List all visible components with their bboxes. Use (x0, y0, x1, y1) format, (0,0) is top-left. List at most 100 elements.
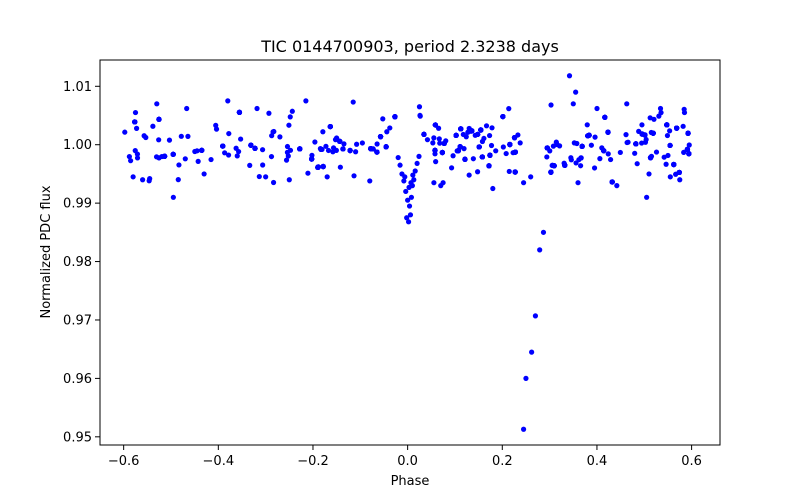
data-point (397, 162, 403, 168)
data-point (175, 177, 181, 183)
data-point (130, 174, 136, 180)
data-point (489, 125, 495, 131)
data-point (408, 180, 414, 186)
data-point (585, 133, 591, 139)
data-point (486, 132, 493, 139)
data-point (286, 177, 292, 183)
x-tick-label: 0.6 (681, 454, 702, 469)
data-point (226, 130, 232, 137)
chart-title: TIC 0144700903, period 2.3238 days (260, 37, 559, 56)
data-point (607, 156, 614, 163)
data-point (500, 113, 506, 120)
x-tick-label: −0.6 (108, 454, 140, 469)
data-point (283, 157, 290, 163)
data-point (574, 140, 580, 147)
data-point (341, 141, 347, 147)
data-point (404, 215, 410, 221)
data-point (354, 141, 360, 147)
data-point (487, 152, 493, 158)
data-point (481, 135, 487, 142)
data-point (236, 148, 242, 155)
data-point (248, 142, 254, 148)
data-point (370, 146, 376, 152)
data-point (661, 154, 667, 160)
data-point (512, 149, 518, 155)
data-point (602, 114, 608, 120)
data-point (588, 142, 594, 148)
data-point (392, 114, 398, 120)
data-point (247, 162, 253, 168)
data-point (374, 149, 380, 155)
data-point (289, 108, 295, 114)
data-point (644, 194, 650, 200)
data-point (469, 128, 475, 134)
data-point (684, 146, 691, 152)
data-point (277, 134, 283, 140)
data-point (147, 176, 153, 182)
data-point (234, 153, 240, 159)
data-point (503, 150, 509, 157)
data-point (500, 144, 506, 150)
data-point (594, 105, 600, 112)
data-point (141, 133, 147, 139)
data-point (287, 114, 293, 120)
data-point (387, 125, 393, 131)
data-point (407, 212, 414, 218)
data-point (573, 160, 579, 166)
y-axis-label: Normalized PDC flux (39, 185, 54, 318)
y-tick-label: 0.97 (63, 313, 92, 328)
data-point (663, 161, 669, 167)
data-point (323, 143, 329, 149)
data-point (570, 101, 576, 107)
data-point (550, 143, 557, 149)
data-point (457, 144, 463, 150)
data-point (312, 139, 318, 145)
data-point (605, 129, 611, 135)
data-point (408, 194, 415, 200)
data-point (225, 152, 232, 158)
data-point (432, 122, 438, 128)
data-point (486, 163, 492, 169)
data-point (591, 165, 598, 171)
data-point (623, 132, 629, 138)
data-point (642, 132, 648, 138)
data-point (647, 155, 654, 161)
data-point (478, 127, 484, 133)
data-point (632, 150, 638, 156)
data-point (462, 156, 468, 162)
data-point (430, 140, 436, 146)
data-point (466, 172, 472, 178)
data-point (259, 147, 266, 153)
data-point (540, 229, 547, 235)
data-point (154, 101, 160, 107)
data-point (184, 105, 190, 112)
data-point (578, 155, 584, 161)
data-point (199, 147, 205, 153)
data-point (351, 173, 357, 179)
y-tick-label: 0.95 (63, 430, 92, 445)
data-point (412, 168, 418, 174)
data-point (584, 122, 590, 128)
data-point (449, 165, 455, 171)
data-point (643, 136, 649, 143)
data-point (350, 99, 356, 105)
y-tick-label: 1.00 (63, 138, 92, 153)
data-point (686, 142, 692, 148)
data-point (656, 113, 662, 119)
data-point (568, 155, 574, 161)
data-point (680, 123, 686, 129)
data-point (287, 147, 294, 153)
y-tick-label: 0.99 (63, 197, 92, 212)
data-point (166, 137, 173, 143)
data-point (532, 313, 539, 319)
data-point (324, 174, 330, 180)
data-point (646, 171, 652, 177)
data-point (374, 141, 380, 147)
data-point (268, 153, 275, 160)
data-point (252, 145, 258, 151)
data-point (254, 105, 260, 112)
data-point (435, 125, 442, 131)
data-point (403, 188, 409, 195)
data-point (639, 122, 645, 128)
data-point (263, 174, 269, 180)
